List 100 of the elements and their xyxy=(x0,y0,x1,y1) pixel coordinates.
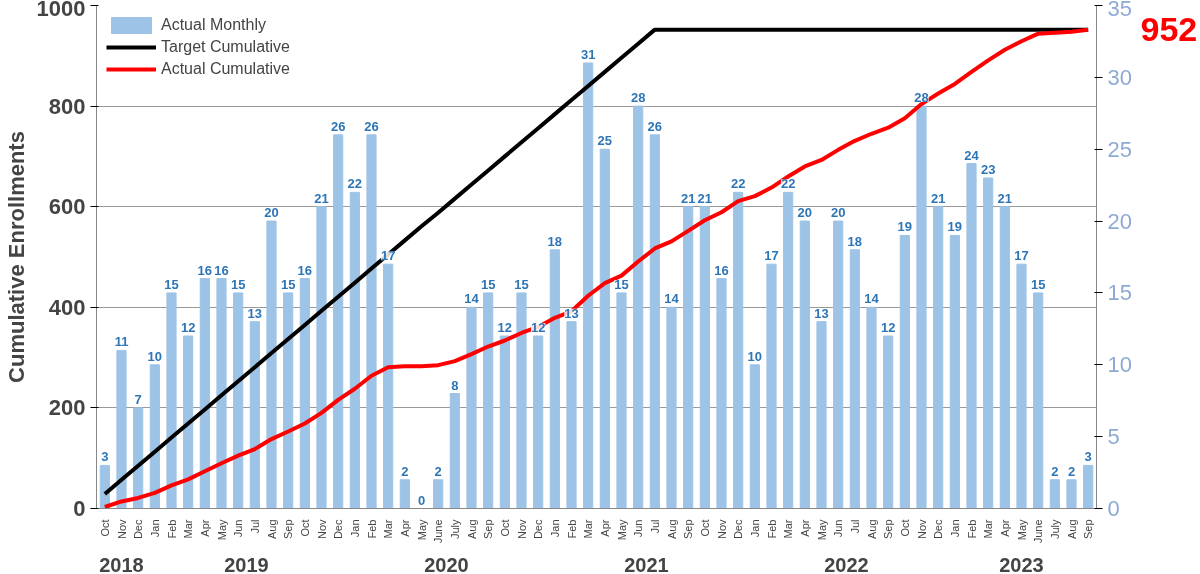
data-label: 12 xyxy=(180,320,196,336)
data-label: 15 xyxy=(230,276,246,292)
data-label: 13 xyxy=(814,305,829,321)
legend-label: Actual Monthly xyxy=(161,16,266,34)
data-label: 22 xyxy=(780,176,796,192)
x-tick-label: May xyxy=(615,519,628,541)
x-tick-label: Nov xyxy=(715,519,728,540)
x-tick-label: Dec xyxy=(532,519,545,540)
x-tick-label: Jan xyxy=(548,519,561,538)
data-label: 12 xyxy=(880,320,896,336)
data-label: 7 xyxy=(134,391,142,407)
x-tick-label: Jan xyxy=(348,519,361,538)
x-tick-label: Feb xyxy=(365,519,378,539)
data-label: 16 xyxy=(297,262,313,278)
x-tick-label: July xyxy=(448,519,461,540)
y-axis-title: Cumulative Enrollments xyxy=(3,131,29,383)
data-label: 3 xyxy=(1084,449,1092,465)
data-label: 18 xyxy=(847,233,863,249)
data-label: 20 xyxy=(797,205,813,221)
x-tick-label: Nov xyxy=(115,519,128,540)
data-label: 15 xyxy=(614,276,629,292)
data-label: 16 xyxy=(197,262,213,278)
x-tick-label: Apr xyxy=(398,519,411,537)
data-label: 20 xyxy=(264,205,279,221)
data-label: 21 xyxy=(680,190,696,206)
x-tick-label: Oct xyxy=(498,519,511,537)
data-label: 15 xyxy=(1030,276,1046,292)
data-label: 26 xyxy=(330,118,346,134)
data-label: 22 xyxy=(730,176,746,192)
y2-tick-label: 25 xyxy=(1107,136,1132,162)
x-tick-label: Mar xyxy=(182,519,195,539)
x-tick-label: Sep xyxy=(482,519,495,540)
x-tick-label: Sep xyxy=(882,519,895,540)
x-tick-label: Feb xyxy=(965,519,978,539)
y-tick-label: 600 xyxy=(48,194,86,220)
y-tick-label: 400 xyxy=(48,294,86,320)
data-label: 14 xyxy=(464,291,480,307)
x-tick-label: May xyxy=(215,519,228,541)
data-label: 14 xyxy=(664,291,680,307)
y2-tick-label: 35 xyxy=(1107,0,1132,21)
x-tick-label: Apr xyxy=(798,519,811,537)
data-label: 12 xyxy=(497,320,513,336)
x-tick-label: Jan xyxy=(948,519,961,538)
x-tick-label: Dec xyxy=(932,519,945,540)
y-tick-label: 200 xyxy=(48,395,86,421)
data-label: 16 xyxy=(714,262,729,278)
data-label: 22 xyxy=(347,176,363,192)
data-label: 13 xyxy=(247,305,263,321)
data-label: 21 xyxy=(930,190,946,206)
x-tick-label: Feb xyxy=(765,519,778,539)
data-label: 8 xyxy=(451,377,459,393)
text: 2021 xyxy=(624,553,669,574)
text: 2022 xyxy=(824,553,869,574)
data-label: 21 xyxy=(697,190,713,206)
x-tick-label: Dec xyxy=(332,519,345,540)
x-tick-label: Sep xyxy=(1082,519,1095,540)
y2-tick-label: 10 xyxy=(1107,352,1132,378)
x-tick-label: Oct xyxy=(298,519,311,537)
data-label: 11 xyxy=(114,334,129,350)
x-tick-label: Oct xyxy=(898,519,911,537)
data-label: 14 xyxy=(864,291,880,307)
y-tick-label: 800 xyxy=(48,93,86,119)
x-tick-label: Nov xyxy=(315,519,328,540)
x-tick-label: Oct xyxy=(698,519,711,537)
legend-label: Target Cumulative xyxy=(161,38,290,56)
data-label: 10 xyxy=(147,348,163,364)
text: 2023 xyxy=(999,553,1044,574)
x-tick-label: Feb xyxy=(565,519,578,539)
x-tick-label: Dec xyxy=(132,519,145,540)
x-tick-label: Aug xyxy=(865,519,878,540)
data-label: 24 xyxy=(964,147,980,163)
text: 2020 xyxy=(424,553,469,574)
data-label: 26 xyxy=(647,118,663,134)
legend-label: Actual Cumulative xyxy=(161,60,290,78)
data-label: 10 xyxy=(747,348,763,364)
x-tick-label: May xyxy=(1015,519,1028,541)
x-tick-label: Jul xyxy=(848,519,861,534)
y-tick-label: 1000 xyxy=(36,0,86,21)
x-tick-label: Aug xyxy=(665,519,678,540)
data-label: 3 xyxy=(101,449,109,465)
x-tick-label: Nov xyxy=(915,519,928,540)
y2-tick-label: 5 xyxy=(1107,424,1120,450)
x-tick-label: Jul xyxy=(248,519,261,534)
data-label: 21 xyxy=(997,190,1013,206)
data-label: 26 xyxy=(364,118,379,134)
x-tick-label: Jan xyxy=(148,519,161,538)
annotation: 952 xyxy=(1140,10,1198,49)
data-label: 28 xyxy=(914,90,929,106)
x-tick-label: Apr xyxy=(198,519,211,537)
data-label: 19 xyxy=(897,219,913,235)
x-tick-label: Sep xyxy=(682,519,695,540)
data-label: 15 xyxy=(514,276,529,292)
data-label: 19 xyxy=(947,219,963,235)
x-tick-label: Jun xyxy=(232,519,245,538)
data-label: 28 xyxy=(630,90,646,106)
x-tick-label: July xyxy=(1048,519,1061,540)
x-tick-label: Jul xyxy=(648,519,661,534)
x-tick-label: Mar xyxy=(782,519,795,539)
data-label: 15 xyxy=(164,276,179,292)
y2-tick-label: 15 xyxy=(1107,280,1132,306)
